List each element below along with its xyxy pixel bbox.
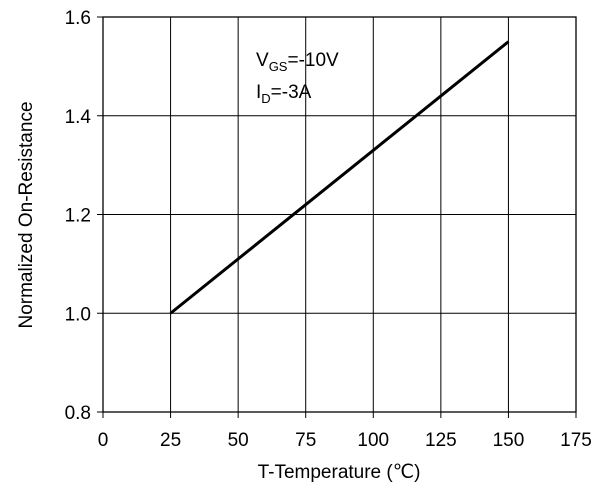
y-tick-label: 1.2: [65, 206, 91, 227]
y-tick-label: 1.6: [65, 8, 91, 29]
x-tick-label: 75: [295, 430, 316, 451]
y-tick-labels: 0.8 1.0 1.2 1.4 1.6: [65, 8, 92, 424]
x-tick-label: 125: [425, 430, 457, 451]
x-tick-label: 150: [493, 430, 525, 451]
y-axis-label: Normalized On-Resistance: [16, 101, 37, 328]
x-axis-label: T-Temperature (℃): [258, 462, 421, 483]
x-tick-label: 100: [357, 430, 389, 451]
grid-lines: [97, 16, 577, 418]
series-group: [169, 40, 510, 315]
y-tick-label: 1.4: [65, 107, 92, 128]
plot-frame: [102, 16, 577, 413]
x-tick-label: 175: [560, 430, 592, 451]
x-tick-labels: 0 25 50 75 100 125 150 175: [98, 430, 592, 451]
x-tick-label: 50: [228, 430, 249, 451]
y-tick-label: 1.0: [65, 304, 91, 325]
annotation-vgs: VGS=-10V: [256, 50, 339, 74]
y-tick-label: 0.8: [65, 403, 91, 424]
annotation-id: ID=-3A: [256, 82, 312, 106]
x-tick-label: 0: [98, 430, 109, 451]
series-line: [169, 40, 510, 315]
x-tick-label: 25: [160, 430, 181, 451]
